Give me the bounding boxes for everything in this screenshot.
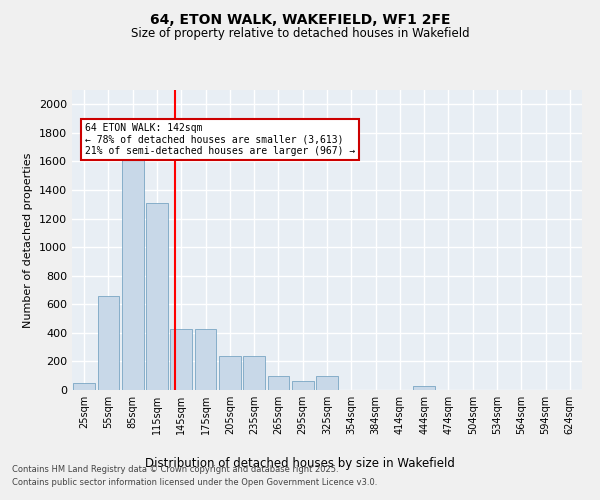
Bar bbox=[292, 382, 314, 390]
Y-axis label: Number of detached properties: Number of detached properties bbox=[23, 152, 34, 328]
Bar bbox=[413, 386, 435, 390]
Bar bbox=[219, 356, 241, 390]
Bar bbox=[97, 296, 119, 390]
Text: Contains HM Land Registry data © Crown copyright and database right 2025.: Contains HM Land Registry data © Crown c… bbox=[12, 466, 338, 474]
Bar bbox=[194, 328, 217, 390]
Bar bbox=[316, 376, 338, 390]
Text: Size of property relative to detached houses in Wakefield: Size of property relative to detached ho… bbox=[131, 28, 469, 40]
Bar bbox=[243, 356, 265, 390]
Bar bbox=[73, 383, 95, 390]
Bar bbox=[170, 328, 192, 390]
Bar bbox=[268, 376, 289, 390]
Text: Distribution of detached houses by size in Wakefield: Distribution of detached houses by size … bbox=[145, 458, 455, 470]
Bar bbox=[122, 157, 143, 390]
Text: 64, ETON WALK, WAKEFIELD, WF1 2FE: 64, ETON WALK, WAKEFIELD, WF1 2FE bbox=[150, 12, 450, 26]
Text: 64 ETON WALK: 142sqm
← 78% of detached houses are smaller (3,613)
21% of semi-de: 64 ETON WALK: 142sqm ← 78% of detached h… bbox=[85, 123, 356, 156]
Text: Contains public sector information licensed under the Open Government Licence v3: Contains public sector information licen… bbox=[12, 478, 377, 487]
Bar bbox=[146, 203, 168, 390]
